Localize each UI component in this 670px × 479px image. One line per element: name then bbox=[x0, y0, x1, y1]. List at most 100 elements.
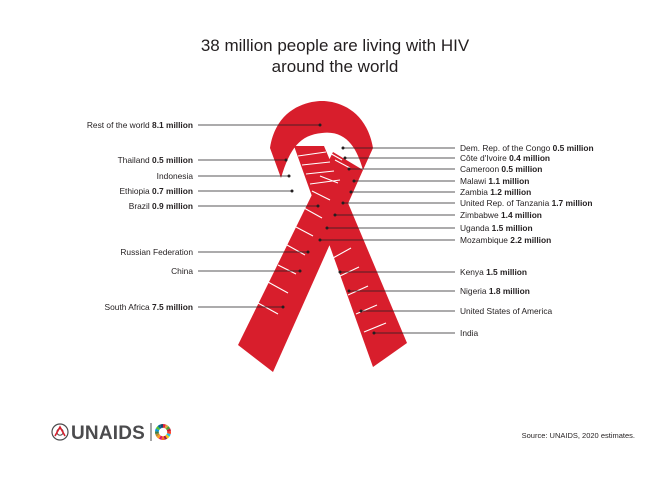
sdg-wheel-segment bbox=[164, 424, 169, 429]
value-uganda: 1.5 million bbox=[489, 223, 532, 233]
label-india: India bbox=[460, 328, 479, 338]
title-line-2: around the world bbox=[272, 57, 399, 76]
awareness-ribbon bbox=[238, 101, 407, 372]
left-segment-divider bbox=[327, 151, 343, 161]
value-nigeria: 1.8 million bbox=[487, 286, 530, 296]
label-uganda: Uganda 1.5 million bbox=[460, 223, 533, 233]
anchor-dot-rest-of-the-world bbox=[318, 123, 322, 127]
sdg-wheel-segment bbox=[158, 435, 163, 440]
label-south-africa: South Africa 7.5 million bbox=[105, 302, 193, 312]
country-name: China bbox=[171, 266, 193, 276]
sdg-wheel-segment bbox=[155, 428, 160, 432]
anchor-dot-india bbox=[372, 331, 376, 335]
country-name: Uganda bbox=[460, 223, 490, 233]
label-zambia: Zambia 1.2 million bbox=[460, 187, 531, 197]
right-segment-divider bbox=[339, 266, 360, 277]
sdg-wheel-segment bbox=[166, 428, 171, 432]
country-name: Zambia bbox=[460, 187, 488, 197]
left-segment-divider bbox=[257, 302, 279, 315]
country-name: Indonesia bbox=[157, 171, 194, 181]
chart-title: 38 million people are living with HIV ar… bbox=[201, 36, 470, 76]
label-zimbabwe: Zimbabwe 1.4 million bbox=[460, 210, 542, 220]
sdg-wheel-segment bbox=[161, 436, 165, 441]
right-segment-divider bbox=[301, 161, 331, 166]
source-note: Source: UNAIDS, 2020 estimates. bbox=[522, 431, 635, 440]
country-name: United Rep. of Tanzania bbox=[460, 198, 550, 208]
leader-lines bbox=[198, 123, 455, 335]
country-name: India bbox=[460, 328, 479, 338]
label-brazil: Brazil 0.9 million bbox=[129, 201, 193, 211]
country-name: Kenya bbox=[460, 267, 484, 277]
country-name: Brazil bbox=[129, 201, 150, 211]
anchor-dot-c-te-d-ivoire bbox=[343, 156, 347, 160]
sdg-wheel-segment bbox=[155, 426, 161, 431]
right-segment-divider bbox=[305, 170, 335, 175]
anchor-dot-uganda bbox=[325, 226, 329, 230]
value-south-africa: 7.5 million bbox=[150, 302, 193, 312]
value-zambia: 1.2 million bbox=[488, 187, 531, 197]
value-dem-rep-of-the-congo: 0.5 million bbox=[550, 143, 593, 153]
left-tail-segments bbox=[257, 151, 351, 315]
left-segment-divider bbox=[277, 264, 297, 275]
sdg-wheel-icon bbox=[155, 424, 171, 441]
right-segment-divider bbox=[297, 151, 327, 157]
anchor-dot-dem-rep-of-the-congo bbox=[341, 146, 345, 150]
anchor-dot-ethiopia bbox=[290, 189, 294, 193]
label-dem-rep-of-the-congo: Dem. Rep. of the Congo 0.5 million bbox=[460, 143, 594, 153]
right-segment-divider bbox=[309, 179, 341, 185]
country-name: Nigeria bbox=[460, 286, 487, 296]
label-russian-federation: Russian Federation bbox=[120, 247, 193, 257]
right-segment-divider bbox=[332, 247, 352, 259]
anchor-dot-malawi bbox=[352, 179, 356, 183]
value-rest-of-the-world: 8.1 million bbox=[150, 120, 193, 130]
country-name: Zimbabwe bbox=[460, 210, 499, 220]
value-brazil: 0.9 million bbox=[150, 201, 193, 211]
value-ethiopia: 0.7 million bbox=[150, 186, 193, 196]
anchor-dot-zambia bbox=[349, 190, 353, 194]
anchor-dot-united-rep-of-tanzania bbox=[341, 201, 345, 205]
country-name: United States of America bbox=[460, 306, 553, 316]
left-segment-divider bbox=[295, 226, 314, 237]
ribbon-left-tail bbox=[238, 152, 363, 372]
label-nigeria: Nigeria 1.8 million bbox=[460, 286, 530, 296]
right-segment-divider bbox=[363, 322, 387, 333]
unaids-logo: UNAIDS bbox=[51, 423, 171, 444]
label-mozambique: Mozambique 2.2 million bbox=[460, 235, 551, 245]
country-name: Dem. Rep. of the Congo bbox=[460, 143, 551, 153]
sdg-wheel-segment bbox=[165, 426, 171, 431]
anchor-dot-united-states-of-america bbox=[359, 309, 363, 313]
logo-text: UNAIDS bbox=[71, 423, 145, 444]
sdg-wheel-segment bbox=[167, 431, 171, 435]
un-emblem-icon bbox=[51, 423, 69, 441]
country-name: Cameroon bbox=[460, 164, 499, 174]
country-name: Côte d'Ivoire bbox=[460, 153, 507, 163]
anchor-dot-mozambique bbox=[318, 238, 322, 242]
sdg-wheel-segment bbox=[166, 433, 171, 437]
sdg-wheel-segment bbox=[156, 434, 161, 439]
country-name: Russian Federation bbox=[120, 247, 193, 257]
label-united-states-of-america: United States of America bbox=[460, 306, 553, 316]
left-segment-divider bbox=[303, 207, 323, 219]
ribbon-loop bbox=[270, 101, 373, 178]
country-name: Ethiopia bbox=[119, 186, 150, 196]
right-tail-segments bbox=[297, 151, 387, 333]
anchor-dot-russian-federation bbox=[306, 250, 310, 254]
country-name: Thailand bbox=[118, 155, 150, 165]
value-thailand: 0.5 million bbox=[150, 155, 193, 165]
left-segment-divider bbox=[286, 244, 306, 256]
right-segment-divider bbox=[347, 285, 369, 296]
sdg-wheel-segment bbox=[163, 424, 166, 429]
label-rest-of-the-world: Rest of the world 8.1 million bbox=[87, 120, 193, 130]
anchor-dot-indonesia bbox=[287, 174, 291, 178]
value-mozambique: 2.2 million bbox=[508, 235, 551, 245]
left-segment-divider bbox=[311, 190, 331, 201]
country-name: Rest of the world bbox=[87, 120, 150, 130]
label-malawi: Malawi 1.1 million bbox=[460, 176, 529, 186]
label-cameroon: Cameroon 0.5 million bbox=[460, 164, 542, 174]
anchor-dot-south-africa bbox=[281, 305, 285, 309]
left-segment-divider bbox=[267, 281, 289, 294]
country-name: South Africa bbox=[105, 302, 151, 312]
anchor-dot-kenya bbox=[338, 270, 342, 274]
